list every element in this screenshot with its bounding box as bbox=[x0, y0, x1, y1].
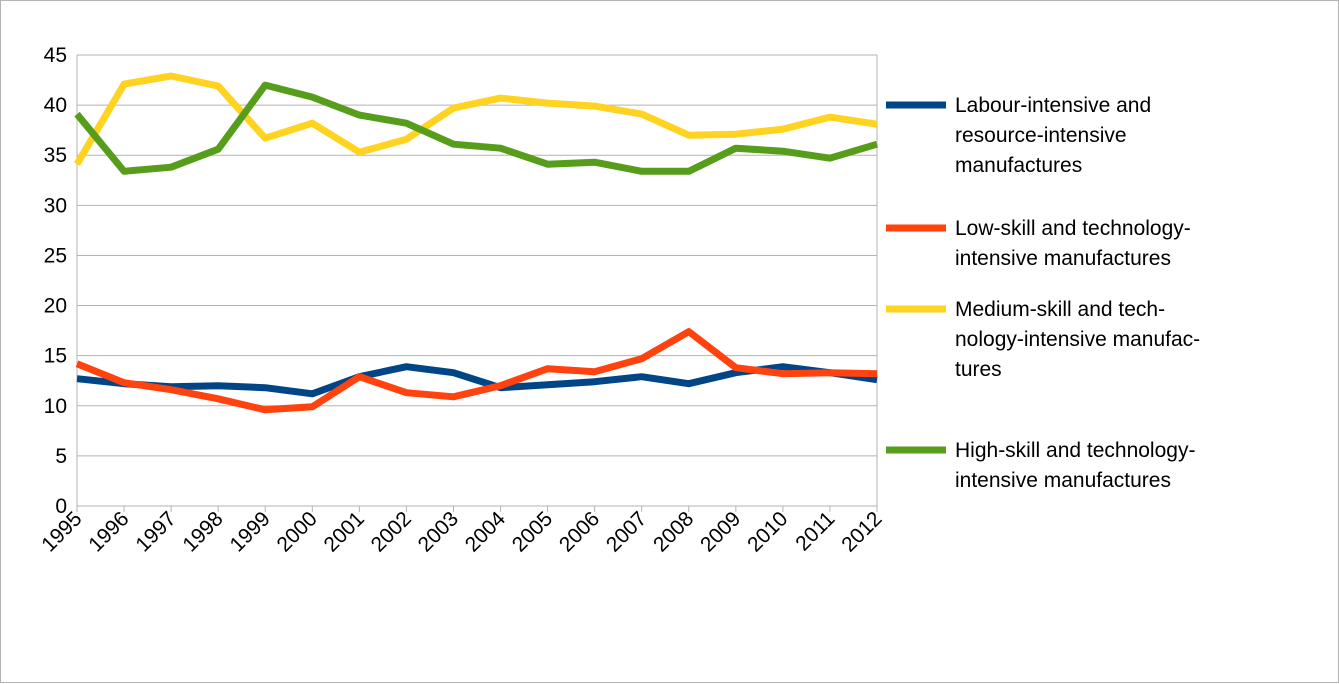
legend: Labour-intensive and resource-intensive ma… bbox=[886, 94, 1200, 492]
y-tick-label-40: 40 bbox=[44, 94, 67, 117]
legend-label-line: tures bbox=[955, 358, 1002, 381]
legend-label-line: Low-skill and technology- bbox=[955, 217, 1191, 240]
x-tick-label-2008: 2008 bbox=[649, 507, 698, 556]
y-tick-label-15: 15 bbox=[44, 345, 67, 368]
x-tick-label-2004: 2004 bbox=[461, 507, 511, 557]
legend-label-line: High-skill and technology- bbox=[955, 439, 1195, 462]
x-tick-label-1998: 1998 bbox=[178, 507, 227, 556]
legend-label-line: Medium-skill and tech- bbox=[955, 298, 1165, 321]
x-tick-label-2003: 2003 bbox=[414, 507, 463, 556]
x-tick-label-1995: 1995 bbox=[37, 507, 86, 556]
legend-label-1: Labour-intensive and resource-intensive ma… bbox=[955, 94, 1151, 177]
x-tick-label-1997: 1997 bbox=[131, 507, 180, 556]
x-tick-label-2010: 2010 bbox=[743, 507, 792, 556]
x-tick-label-2002: 2002 bbox=[367, 507, 416, 556]
legend-label-line: Labour-intensive and bbox=[955, 94, 1151, 117]
x-tick-label-2009: 2009 bbox=[696, 507, 745, 556]
y-tick-label-5: 5 bbox=[55, 445, 67, 468]
legend-entry-2: Low-skill and technology-intensive manuf… bbox=[886, 217, 1191, 270]
series-lines bbox=[77, 76, 877, 410]
series-line-2 bbox=[77, 332, 877, 410]
y-tick-label-20: 20 bbox=[44, 295, 67, 318]
legend-label-3: Medium-skill and tech-nology-intensive m… bbox=[955, 298, 1200, 381]
legend-label-line: intensive manufactures bbox=[955, 469, 1171, 492]
x-tick-label-2000: 2000 bbox=[273, 507, 322, 556]
y-tick-label-25: 25 bbox=[44, 244, 67, 267]
x-tick-label-2005: 2005 bbox=[508, 507, 557, 556]
legend-label-line: intensive manufactures bbox=[955, 247, 1171, 270]
x-tick-label-2006: 2006 bbox=[555, 507, 604, 556]
y-tick-label-10: 10 bbox=[44, 395, 67, 418]
legend-label-line: manufactures bbox=[955, 154, 1082, 177]
x-tick-label-2012: 2012 bbox=[837, 507, 886, 556]
legend-entry-3: Medium-skill and tech-nology-intensive m… bbox=[886, 298, 1200, 381]
x-tick-label-2011: 2011 bbox=[791, 507, 839, 555]
legend-entry-1: Labour-intensive and resource-intensive ma… bbox=[886, 94, 1151, 177]
axes bbox=[77, 55, 877, 512]
legend-label-2: Low-skill and technology-intensive manuf… bbox=[955, 217, 1191, 270]
x-tick-label-2007: 2007 bbox=[602, 507, 651, 556]
x-tick-label-2001: 2001 bbox=[320, 507, 369, 556]
series-line-4 bbox=[77, 85, 877, 171]
legend-label-line: nology-intensive manufac- bbox=[955, 328, 1200, 351]
y-tick-label-30: 30 bbox=[44, 194, 67, 217]
legend-entry-4: High-skill and technology-intensive manu… bbox=[886, 439, 1195, 492]
legend-label-line: resource-intensive bbox=[955, 124, 1127, 147]
x-tick-label-1996: 1996 bbox=[84, 507, 133, 556]
legend-label-4: High-skill and technology-intensive manu… bbox=[955, 439, 1195, 492]
x-axis-tick-labels: 1995199619971998199920002001200220032004… bbox=[37, 507, 886, 557]
y-tick-label-35: 35 bbox=[44, 144, 67, 167]
y-tick-label-45: 45 bbox=[44, 44, 67, 67]
x-tick-label-1999: 1999 bbox=[225, 507, 274, 556]
